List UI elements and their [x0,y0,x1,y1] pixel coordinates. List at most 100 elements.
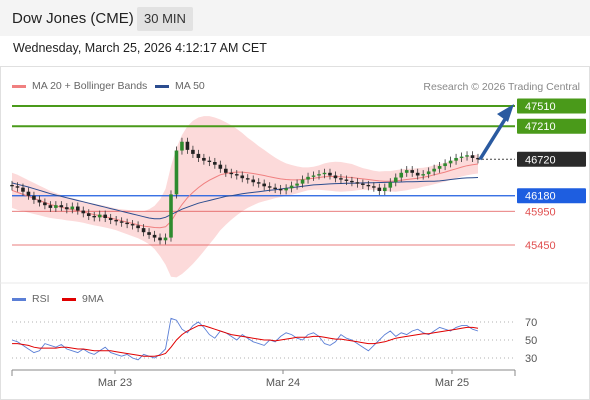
rsi-ma-swatch [62,297,76,301]
candle-body [273,187,277,189]
candle-body [245,178,250,180]
x-tick-label: Mar 24 [266,377,300,389]
candle-body [267,186,272,188]
level-tag-47210 [517,118,586,134]
candle-body [191,149,195,154]
candle-body [196,153,201,158]
candle-body [361,183,365,185]
candle-body [125,222,129,225]
legend-bollinger-label: MA 20 + Bollinger Bands [32,80,148,92]
candle-body [410,170,415,173]
candle-body [328,172,332,176]
instrument-title: Dow Jones (CME) [12,10,134,27]
level-tag-46720 [517,151,586,167]
legend-rsi-ma-label: 9MA [82,293,104,305]
candle-body [317,174,321,176]
candle-body [81,210,86,214]
candle-body [207,160,212,163]
candle-body [103,214,107,219]
candle-body [130,224,135,226]
level-tag-46180 [517,188,586,204]
candle-body [421,174,425,176]
x-tick-label: Mar 25 [435,377,469,389]
candle-body [21,187,25,192]
candle-body [59,205,64,208]
level-label-47210: 47210 [525,121,556,133]
candle-body [108,218,113,221]
candle-body [119,221,124,223]
level-label-45450: 45450 [525,240,556,252]
candle-body [218,164,223,169]
forecast-arrow-head [497,104,514,122]
candle-body [224,168,228,173]
legend-rsi-label: RSI [32,293,50,305]
candle-body [393,177,398,183]
candle-body [152,234,157,238]
candle-body [289,185,294,189]
candle-body [10,184,14,187]
candle-body [404,170,409,173]
candle-body [92,215,97,218]
candle-body [147,232,151,235]
candle-body [202,157,206,161]
candle-body [388,182,393,188]
candle-body [75,206,80,211]
rsi-swatch [12,297,26,301]
candle-body [300,179,305,184]
candle-body [97,214,102,218]
candle-body [185,141,190,150]
rsi-line [11,317,479,361]
candle-body [251,179,256,183]
forecast-arrow-shaft [478,115,509,161]
legend-rsi: RSI [12,293,50,305]
candle-body [256,182,261,184]
candle-body [229,172,234,175]
candle-body [344,179,349,181]
candle-body [399,172,404,178]
credit-text: Research © 2026 Trading Central [423,81,580,93]
candle-body [54,205,58,208]
candle-body [65,207,69,210]
candle-body [443,163,447,167]
legend-ma50: MA 50 [155,80,205,92]
candle-body [432,168,436,172]
candle-body [366,184,371,187]
legend-ma50-label: MA 50 [175,80,205,92]
interval-button[interactable]: 30 MIN [137,7,193,31]
candle-body [86,213,91,216]
candle-body [174,150,179,195]
candle-body [26,191,31,196]
candle-body [322,172,327,175]
candle-body [437,166,442,169]
legend-rsi-ma: 9MA [62,293,104,305]
candle-body [306,176,310,180]
candle-body [372,186,376,188]
candle-body [476,157,480,160]
candle-body [32,195,36,200]
level-tag-47510 [517,98,586,114]
candle-body [415,172,420,176]
candle-body [114,220,118,222]
candle-body [426,171,431,175]
candle-body [278,188,283,191]
candle-body [295,183,299,186]
candle-body [284,188,288,191]
candle-body [48,205,53,208]
candle-body [234,174,239,176]
candle-body [377,187,382,192]
level-label-47510: 47510 [525,101,556,113]
ma50-line [11,177,479,220]
legend-bollinger: MA 20 + Bollinger Bands [12,80,147,92]
chart-header: Dow Jones (CME) 30 MIN [0,0,590,36]
level-label-45950: 45950 [525,206,556,218]
candle-body [448,160,453,164]
candle-body [37,199,42,203]
candle-body [213,162,217,165]
level-label-46180: 46180 [525,191,556,203]
candle-body [158,237,162,241]
candle-body [169,194,173,238]
candle-body [470,155,475,158]
candle-body [454,157,458,161]
candle-body [262,183,266,187]
candle-body [43,202,47,206]
